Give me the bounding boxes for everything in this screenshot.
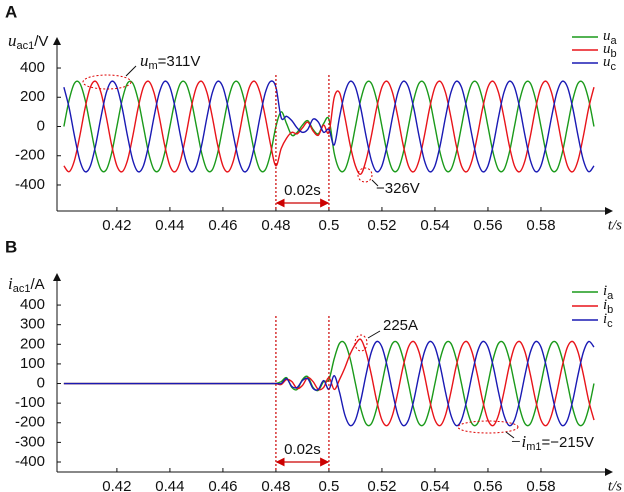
legend-name: i <box>603 283 607 299</box>
y-tick-label: 100 <box>20 355 45 372</box>
legend-sub: b <box>607 304 613 316</box>
y-tick-label: -100 <box>15 394 45 411</box>
annotation-leader <box>125 65 137 77</box>
interval-label: 0.02s <box>284 441 321 458</box>
legend-label: ua <box>603 28 618 46</box>
y-tick-label: -200 <box>15 414 45 431</box>
y-tick-label: 0 <box>37 375 45 392</box>
y-axis-label: iac1/A <box>8 274 45 295</box>
x-tick-label: 0.52 <box>367 478 396 492</box>
legend-name: u <box>603 41 611 57</box>
x-tick-label: 0.42 <box>102 217 131 234</box>
y-tick-label: -300 <box>15 433 45 450</box>
x-tick-label: 0.48 <box>261 217 290 234</box>
y-tick-label: -400 <box>15 176 45 193</box>
panel-label: B <box>5 237 17 256</box>
annotation: 225A <box>383 317 418 334</box>
x-tick-label: 0.46 <box>208 478 237 492</box>
annotation-ellipse <box>82 74 132 90</box>
annotation-leader <box>367 330 381 339</box>
y-label-main: i <box>8 274 13 293</box>
annotation-ellipse <box>457 420 519 434</box>
y-label-sub: ac1 <box>13 283 31 295</box>
annotation-ellipse <box>357 167 373 183</box>
annotation-leader <box>505 431 515 439</box>
annotation-ellipse <box>354 334 368 352</box>
panel: -400 -200 0 200 400 0.42 0.44 0.46 0.48 0.5 0.52 0.… <box>5 2 622 233</box>
legend-label: uc <box>603 54 617 72</box>
x-tick-label: 0.54 <box>420 217 449 234</box>
x-tick-label: 0.42 <box>102 478 131 492</box>
x-tick-label: 0.44 <box>155 217 184 234</box>
x-tick-label: 0.48 <box>261 478 290 492</box>
y-tick-label: 200 <box>20 335 45 352</box>
y-label-sub: ac1 <box>17 40 35 52</box>
legend-sub: c <box>607 318 613 330</box>
x-tick-label: 0.46 <box>208 217 237 234</box>
x-tick-label: 0.56 <box>473 478 502 492</box>
legend-sub: a <box>607 290 614 302</box>
annotation: −im1=−215V <box>510 432 594 453</box>
legend-sub: c <box>611 61 617 73</box>
y-tick-label: 400 <box>20 59 45 76</box>
legend-label: ub <box>603 41 617 59</box>
interval-label: 0.02s <box>284 182 321 199</box>
x-tick-label: 0.54 <box>420 478 449 492</box>
legend-name: i <box>603 297 607 313</box>
y-tick-label: 0 <box>37 117 45 134</box>
x-tick-label: 0.52 <box>367 217 396 234</box>
y-axis-label: uac1/V <box>8 31 48 52</box>
legend-label: ia <box>603 283 614 301</box>
x-axis-label: t/s <box>608 217 622 233</box>
x-tick-label: 0.58 <box>526 217 555 234</box>
y-tick-label: 200 <box>20 88 45 105</box>
panel: -400 -300 -200 -100 0 100 200 300 400 0.42 0.44 0.4… <box>5 237 622 492</box>
annotation: −326V <box>376 180 420 197</box>
annotation: um=311V <box>140 51 200 72</box>
y-tick-label: 300 <box>20 316 45 333</box>
legend-sub: a <box>611 35 618 47</box>
x-tick-label: 0.5 <box>319 217 340 234</box>
series-line <box>63 80 595 173</box>
y-tick-label: 400 <box>20 296 45 313</box>
y-tick-label: -400 <box>15 453 45 470</box>
y-label-main: u <box>8 31 17 50</box>
x-axis-label: t/s <box>608 478 622 492</box>
x-tick-label: 0.56 <box>473 217 502 234</box>
legend-label: ic <box>603 311 613 329</box>
legend-label: ib <box>603 297 613 315</box>
annotation-leader <box>371 179 379 187</box>
panel-label: A <box>5 2 17 21</box>
x-tick-label: 0.44 <box>155 478 184 492</box>
x-tick-label: 0.58 <box>526 478 555 492</box>
y-tick-label: -200 <box>15 147 45 164</box>
legend-name: i <box>603 311 607 327</box>
y-label-unit: /A <box>30 276 44 293</box>
legend-name: u <box>603 28 611 44</box>
y-label-unit: /V <box>34 33 48 50</box>
series-line <box>63 80 595 173</box>
legend-name: u <box>603 54 611 70</box>
legend-sub: b <box>611 48 617 60</box>
x-tick-label: 0.5 <box>319 478 340 492</box>
